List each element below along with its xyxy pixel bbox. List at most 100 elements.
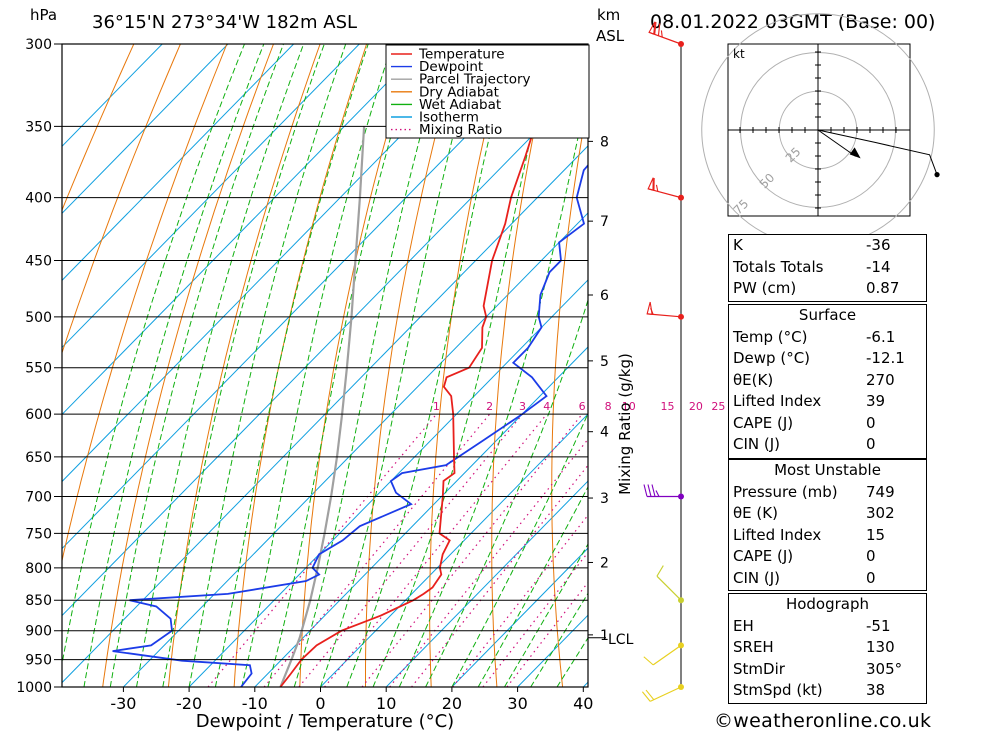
index-label: PW (cm) bbox=[733, 279, 797, 297]
location-label: 36°15'N 273°34'W 182m ASL bbox=[92, 12, 357, 33]
hodograph-stat-value: -51 bbox=[866, 616, 891, 635]
wind-profile bbox=[641, 21, 684, 702]
wind-level-dot bbox=[678, 684, 684, 690]
mixing-ratio-tick-label: 1 bbox=[433, 400, 440, 413]
most-unstable-row: Pressure (mb) 749 bbox=[729, 482, 926, 504]
most-unstable-row: θE (K) 302 bbox=[729, 503, 926, 525]
most-unstable-table: Most Unstable Pressure (mb) 749 θE (K) 302 L… bbox=[728, 459, 927, 591]
most-unstable-label: Pressure (mb) bbox=[733, 482, 838, 501]
most-unstable-label: CAPE (J) bbox=[733, 547, 794, 565]
surface-label: θE(K) bbox=[733, 370, 774, 389]
hodograph-table-title: Hodograph bbox=[785, 595, 870, 613]
x-tick-label: -10 bbox=[242, 694, 268, 713]
isotherm-line bbox=[451, 547, 588, 687]
dry-adiabat-line bbox=[365, 44, 461, 687]
dry-adiabat-line bbox=[551, 99, 588, 687]
index-label: Totals Totals bbox=[733, 257, 824, 276]
wet-adiabat-line bbox=[188, 44, 347, 687]
pressure-tick-label: 900 bbox=[25, 624, 52, 640]
x-tick-label: 40 bbox=[573, 694, 593, 713]
wet-adiabat-line bbox=[267, 44, 419, 687]
surface-row: θE(K) 270 bbox=[729, 370, 926, 392]
x-axis-title: Dewpoint / Temperature (°C) bbox=[196, 711, 454, 732]
dry-adiabat-line bbox=[491, 44, 554, 687]
wet-adiabat-line bbox=[109, 44, 284, 687]
pressure-tick-label: 500 bbox=[25, 310, 52, 326]
surface-title: Surface bbox=[798, 306, 857, 324]
wind-level-dot bbox=[678, 41, 684, 47]
wind-barb bbox=[656, 565, 684, 604]
km-tick-label: 6 bbox=[600, 288, 609, 304]
mixing-ratio-tick-label: 25 bbox=[711, 400, 725, 413]
datetime-label: 08.01.2022 03GMT (Base: 00) bbox=[650, 11, 935, 33]
plot-frame bbox=[61, 43, 589, 688]
wet-adiabat-line bbox=[372, 44, 553, 687]
x-tick-label: -20 bbox=[176, 694, 202, 713]
mixing-ratio-tick-label: 6 bbox=[579, 400, 586, 413]
most-unstable-row: CIN (J) 0 bbox=[729, 568, 926, 590]
pressure-tick-label: 300 bbox=[25, 37, 52, 53]
legend-entry: Temperature bbox=[418, 47, 505, 63]
hpa-unit-label: hPa bbox=[30, 6, 57, 24]
mixing-ratio-tick-label: 2 bbox=[486, 400, 493, 413]
hodograph-table: Hodograph EH -51 SREH 130 StmDir 305° StmSpd (… bbox=[728, 593, 927, 704]
index-row: PW (cm) 0.87 bbox=[729, 278, 926, 300]
surface-value: 0 bbox=[866, 413, 876, 432]
mixing-ratio-line bbox=[482, 551, 588, 687]
most-unstable-label: θE (K) bbox=[733, 504, 778, 522]
wind-level-dot bbox=[678, 194, 684, 201]
hodograph-stat-row: StmSpd (kt) 38 bbox=[729, 680, 926, 702]
wind-level-dot bbox=[678, 597, 684, 604]
surface-label: CAPE (J) bbox=[733, 413, 794, 432]
pressure-tick-label: 450 bbox=[25, 254, 52, 270]
index-value: -14 bbox=[866, 257, 891, 276]
surface-label: Temp (°C) bbox=[733, 327, 808, 346]
surface-label: Dewp (°C) bbox=[733, 349, 811, 367]
isotherm-line bbox=[254, 346, 588, 687]
x-tick-label: 10 bbox=[376, 694, 396, 713]
storm-motion-arrow bbox=[849, 147, 861, 159]
surface-row: Dewp (°C) -12.1 bbox=[729, 348, 926, 370]
wet-adiabat-line bbox=[293, 44, 447, 687]
hodograph-stat-label: StmSpd (kt) bbox=[733, 681, 823, 699]
surface-value: 39 bbox=[866, 392, 886, 410]
parcel-trajectory-line bbox=[279, 126, 366, 687]
most-unstable-value: 0 bbox=[866, 547, 876, 565]
pressure-tick-label: 650 bbox=[25, 450, 52, 466]
mixing-ratio-line bbox=[298, 413, 523, 687]
most-unstable-value: 749 bbox=[866, 482, 895, 501]
most-unstable-value: 15 bbox=[866, 525, 886, 544]
km-tick-label: 4 bbox=[600, 425, 609, 441]
mixing-ratio-line bbox=[452, 514, 588, 687]
hodograph-stat-row: StmDir 305° bbox=[729, 659, 926, 681]
pressure-tick-label: 550 bbox=[25, 361, 52, 377]
asl-unit-label: ASL bbox=[596, 27, 625, 45]
index-value: -36 bbox=[866, 236, 891, 254]
surface-label: CIN (J) bbox=[733, 435, 781, 453]
x-tick-label: 30 bbox=[507, 694, 527, 713]
dry-adiabat-line bbox=[666, 44, 694, 687]
hodograph-endpoint bbox=[934, 172, 940, 178]
isotherm-line bbox=[385, 480, 588, 687]
wind-barb bbox=[648, 21, 684, 47]
x-tick-label: 20 bbox=[442, 694, 462, 713]
indices-table: K -36 Totals Totals -14 PW (cm) 0.87 bbox=[728, 234, 927, 302]
wet-adiabat-line bbox=[62, 44, 245, 667]
most-unstable-value: 0 bbox=[866, 568, 876, 587]
pressure-tick-label: 350 bbox=[25, 119, 52, 135]
mixing-ratio-tick-label: 15 bbox=[661, 400, 675, 413]
hodograph-stat-row: SREH 130 bbox=[729, 637, 926, 659]
legend-entry: Dry Adiabat bbox=[419, 84, 499, 100]
most-unstable-title: Most Unstable bbox=[774, 461, 881, 479]
isotherm-line bbox=[320, 413, 588, 687]
surface-table: Surface Temp (°C) -6.1 Dewp (°C) -12.1 θE(K)… bbox=[728, 304, 927, 459]
km-tick-label: 8 bbox=[600, 134, 609, 150]
index-row: K -36 bbox=[729, 235, 926, 257]
mixing-ratio-tick-label: 4 bbox=[543, 400, 550, 413]
surface-row: CAPE (J) 0 bbox=[729, 413, 926, 435]
index-row: Totals Totals -14 bbox=[729, 257, 926, 279]
wind-level-dot bbox=[678, 493, 684, 500]
hodograph-stat-row: EH -51 bbox=[729, 616, 926, 638]
isotherm-line bbox=[123, 212, 588, 687]
